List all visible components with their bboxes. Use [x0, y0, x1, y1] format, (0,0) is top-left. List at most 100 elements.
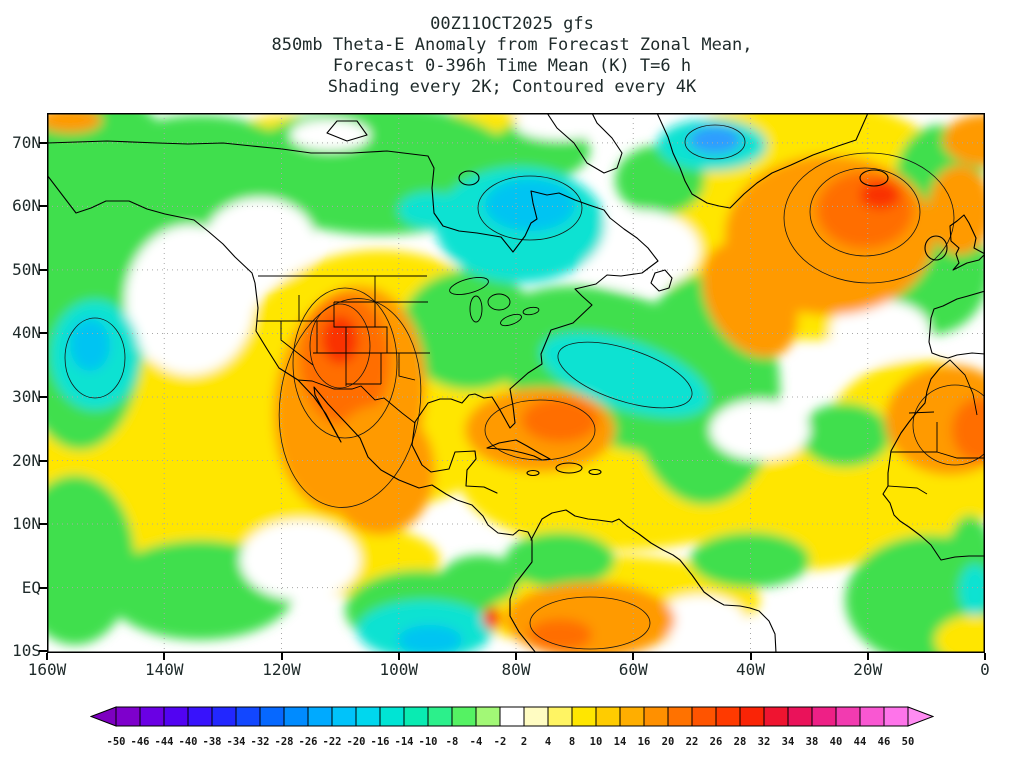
- anomaly-blob-green: [440, 555, 520, 605]
- colorbar-segment: [835, 706, 861, 727]
- lake-michigan: [469, 295, 483, 323]
- lat-tick: [39, 141, 47, 144]
- coast-newfoundland: [650, 269, 673, 292]
- border-senegal: [887, 485, 928, 495]
- title-line-4: Shading every 2K; Contoured every 4K: [327, 77, 697, 97]
- anomaly-blob-red: [483, 607, 501, 629]
- anomaly-blob-deeporange: [817, 172, 913, 248]
- lon-label-60W: 60W: [618, 660, 648, 679]
- anomaly-blob-white: [830, 300, 930, 360]
- anomaly-contour: [309, 303, 371, 389]
- graticule-layer: [47, 113, 985, 653]
- border-mt-nd: [374, 276, 428, 303]
- colorbar-segment: [595, 706, 621, 727]
- lon-label-0: 0: [980, 660, 990, 679]
- anomaly-blob-cyan: [398, 192, 462, 228]
- colorbar-segment: [571, 706, 597, 727]
- colorbar-right-arrow: [907, 706, 934, 727]
- anomaly-blob-deeporange: [522, 398, 598, 442]
- colorbar-segment: [403, 706, 429, 727]
- colorbar-segment: [739, 706, 765, 727]
- coast-victoria-island: [326, 120, 368, 142]
- coast-ireland: [924, 235, 948, 261]
- colorbar-segment: [163, 706, 189, 727]
- lat-tick: [39, 268, 47, 271]
- colorbar-tick-label: -14: [395, 736, 414, 748]
- anomaly-contour: [477, 175, 583, 241]
- anomaly-blob-green: [505, 532, 615, 588]
- lon-label-160W: 160W: [27, 660, 67, 679]
- coast-baffin-island: [546, 113, 623, 174]
- colorbar-segment: [523, 706, 549, 727]
- colorbar-segment: [235, 706, 261, 727]
- title-block: 00Z11OCT2025 gfs 850mb Theta-E Anomaly f…: [0, 14, 1024, 98]
- colorbar-tick-label: 8: [569, 736, 575, 748]
- colorbar-left-arrow: [90, 706, 117, 727]
- colorbar-segment: [259, 706, 285, 727]
- anomaly-contour: [557, 341, 693, 409]
- colorbar-segment: [859, 706, 885, 727]
- anomaly-blob-blue: [689, 126, 741, 154]
- coast-south-america: [530, 509, 777, 653]
- border-new-mexico: [346, 353, 382, 385]
- coast-france-iberia: [928, 290, 985, 359]
- colorbar-segment: [451, 706, 477, 727]
- lat-tick: [39, 586, 47, 589]
- lon-label-120W: 120W: [262, 660, 301, 679]
- anomaly-blob-green: [800, 403, 890, 467]
- anomaly-contour: [529, 596, 651, 650]
- colorbar-tick-label: 26: [710, 736, 723, 748]
- anomaly-blob-white: [240, 520, 360, 600]
- coast-iceland: [859, 169, 889, 187]
- colorbar-tick-label: 16: [638, 736, 651, 748]
- colorbar-tick-label: 28: [734, 736, 747, 748]
- lon-tick: [866, 653, 869, 660]
- coast-jamaica: [526, 469, 540, 477]
- political-borders-layer: [257, 275, 985, 495]
- lat-tick: [39, 395, 47, 398]
- colorbar-tick-label: 34: [782, 736, 795, 748]
- colorbar-tick-label: -16: [371, 736, 390, 748]
- title-line-3: Forecast 0-396h Time Mean (K) T=6 h: [332, 56, 692, 76]
- border-texas-panhandle: [398, 353, 416, 381]
- colorbar-segment: [643, 706, 669, 727]
- lake-huron: [487, 293, 511, 311]
- colorbar-segment: [787, 706, 813, 727]
- anomaly-contour: [484, 399, 596, 461]
- coast-north-america-pacific: [47, 174, 537, 653]
- lake-erie: [500, 313, 522, 327]
- coast-puerto-rico: [588, 468, 602, 476]
- colorbar-segment: [427, 706, 453, 727]
- colorbar-tick-label: 22: [686, 736, 699, 748]
- lon-label-100W: 100W: [379, 660, 419, 679]
- colorbar-tick-label: -20: [347, 736, 366, 748]
- colorbar-tick-label: -28: [275, 736, 294, 748]
- lon-label-20W: 20W: [853, 660, 883, 679]
- contour-lines-layer: [64, 124, 985, 650]
- lat-label-20N: 20N: [12, 450, 41, 470]
- lon-label-80W: 80W: [501, 660, 531, 679]
- anomaly-blob-yellow: [935, 615, 985, 653]
- colorbar-tick-label: 40: [830, 736, 843, 748]
- anomaly-blob-cyan: [959, 564, 985, 616]
- title-line-1: 00Z11OCT2025 gfs: [430, 14, 594, 34]
- border-us-mexico: [297, 379, 416, 424]
- lat-label-EQ: EQ: [21, 577, 41, 597]
- anomaly-blob-white: [580, 210, 700, 290]
- colorbar-tick-label: -34: [227, 736, 246, 748]
- colorbar-tick-label: -10: [419, 736, 438, 748]
- colorbar-tick-label: -38: [203, 736, 222, 748]
- lat-label-60N: 60N: [12, 196, 41, 216]
- colorbar-tick-label: 44: [854, 736, 867, 748]
- anomaly-blob-green: [690, 532, 810, 588]
- border-colorado: [345, 326, 388, 386]
- colorbar-segment: [691, 706, 717, 727]
- colorbar-segment: [331, 706, 357, 727]
- colorbar-tick-label: 20: [662, 736, 675, 748]
- border-mauritania-mali: [936, 451, 985, 459]
- colorbar-segment: [187, 706, 213, 727]
- colorbar-segment: [283, 706, 309, 727]
- border-utah: [313, 321, 430, 354]
- colorbar-tick-label: -32: [251, 736, 270, 748]
